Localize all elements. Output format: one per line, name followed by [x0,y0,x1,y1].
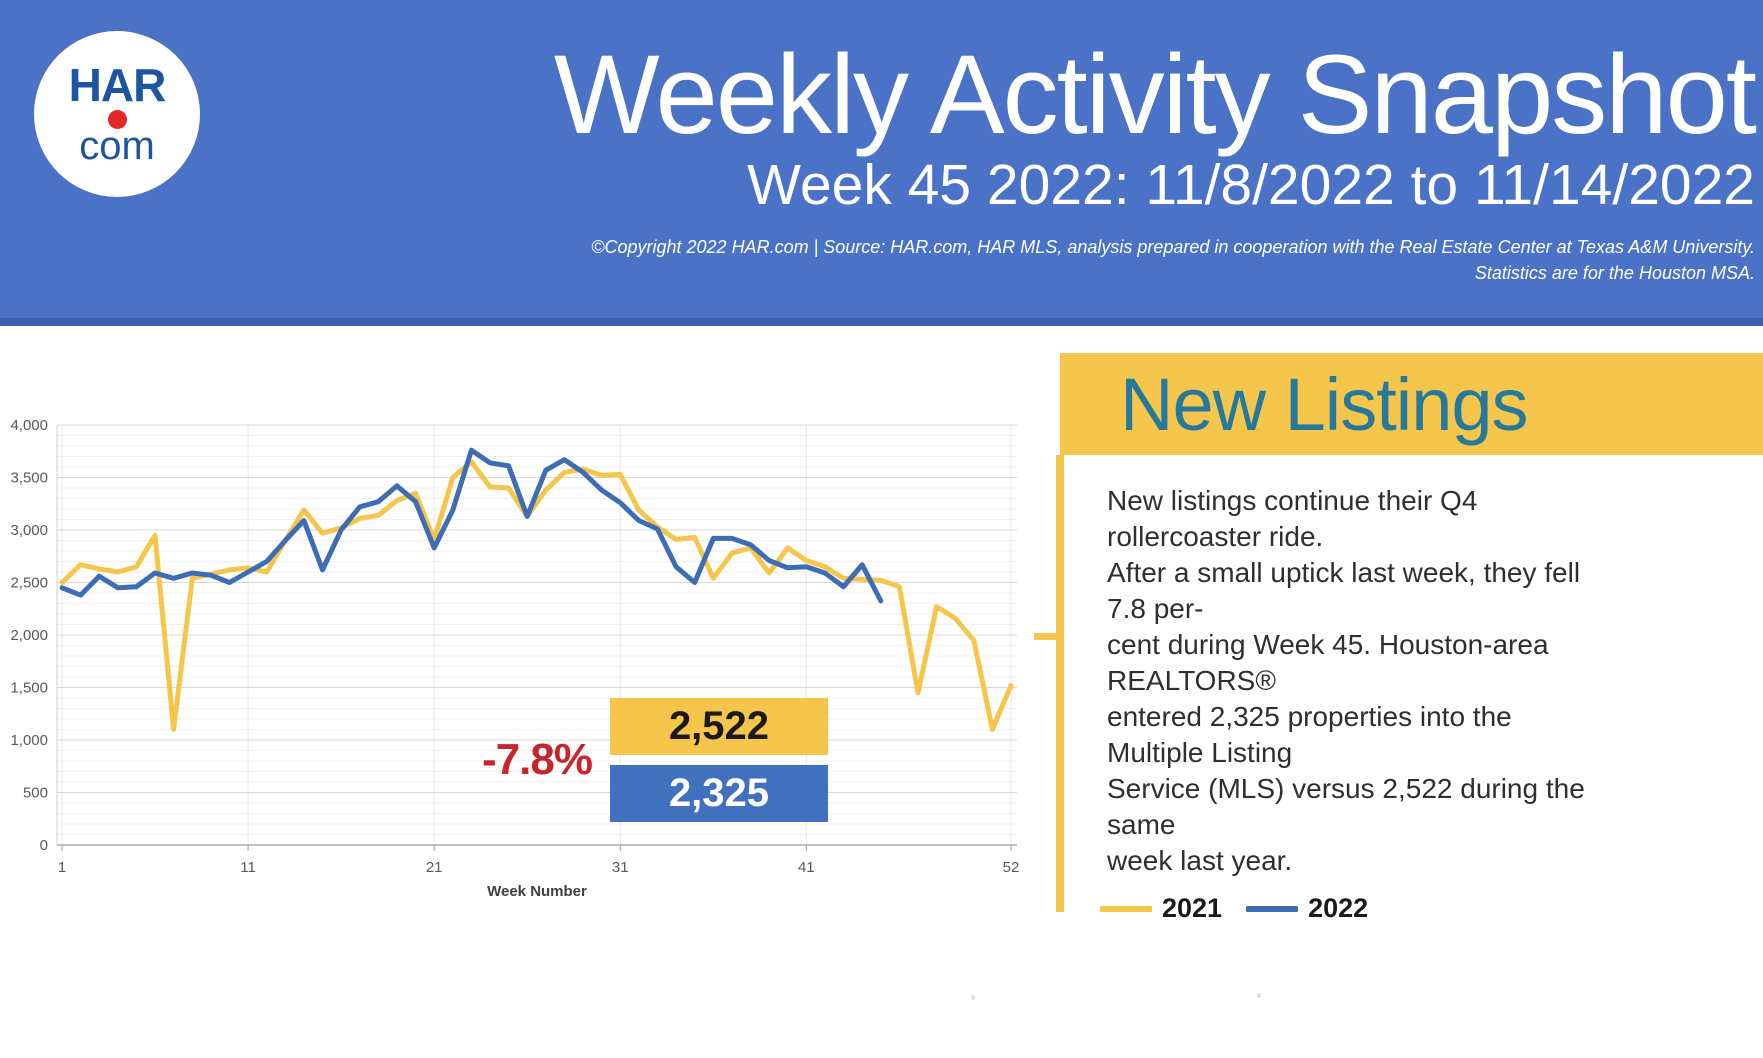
svg-text:21: 21 [426,859,443,876]
svg-text:1,000: 1,000 [10,732,48,749]
prev-year-value-box: 2,522 [610,698,828,755]
curr-year-value-box: 2,325 [610,765,828,822]
header-bottom-edge [0,318,1763,326]
legend-2022-label: 2022 [1308,893,1369,923]
svg-text:2,500: 2,500 [10,575,48,592]
svg-text:0: 0 [40,837,48,854]
har-logo-text: HAR [68,59,167,111]
svg-text:41: 41 [798,859,815,876]
copyright-text: ©Copyright 2022 HAR.com | Source: HAR.co… [591,237,1755,283]
page-title: Weekly Activity Snapshot [553,32,1757,157]
panel-connector-line [1056,455,1064,912]
svg-text:3,500: 3,500 [10,470,48,487]
har-logo[interactable]: HAR com [34,31,200,197]
legend-2021-label: 2021 [1162,893,1223,923]
har-logo-dot-icon [107,110,127,129]
svg-text:2,000: 2,000 [10,627,48,644]
scan-artifact-dot [971,995,975,1000]
panel-connector-tick [1034,633,1060,640]
percent-change-label: -7.8% [482,735,593,784]
legend-item-2021: 2021 [1100,893,1222,924]
chart-legend: 2021 2022 [1100,893,1368,924]
legend-item-2022: 2022 [1246,893,1368,924]
svg-text:52: 52 [1003,859,1020,876]
x-axis-title: Week Number [487,883,587,900]
scan-artifact-dot [1257,993,1261,998]
svg-text:31: 31 [612,859,629,876]
page-subtitle: Week 45 2022: 11/8/2022 to 11/14/2022 [747,153,1755,218]
panel-body-text: New listings continue their Q4 rollercoa… [1107,485,1585,876]
svg-text:500: 500 [23,785,48,802]
svg-text:4,000: 4,000 [10,417,48,434]
panel-title: New Listings [1120,362,1529,446]
panel-title-band: New Listings [1060,353,1763,455]
har-logo-com-text: com [79,124,155,168]
legend-2022-swatch [1246,905,1299,912]
svg-text:1: 1 [58,859,66,876]
header-banner: HAR com Weekly Activity Snapshot Week 45… [0,0,1763,326]
legend-2021-swatch [1100,905,1152,912]
svg-text:1,500: 1,500 [10,680,48,697]
svg-text:11: 11 [240,859,256,876]
svg-text:3,000: 3,000 [10,522,48,539]
